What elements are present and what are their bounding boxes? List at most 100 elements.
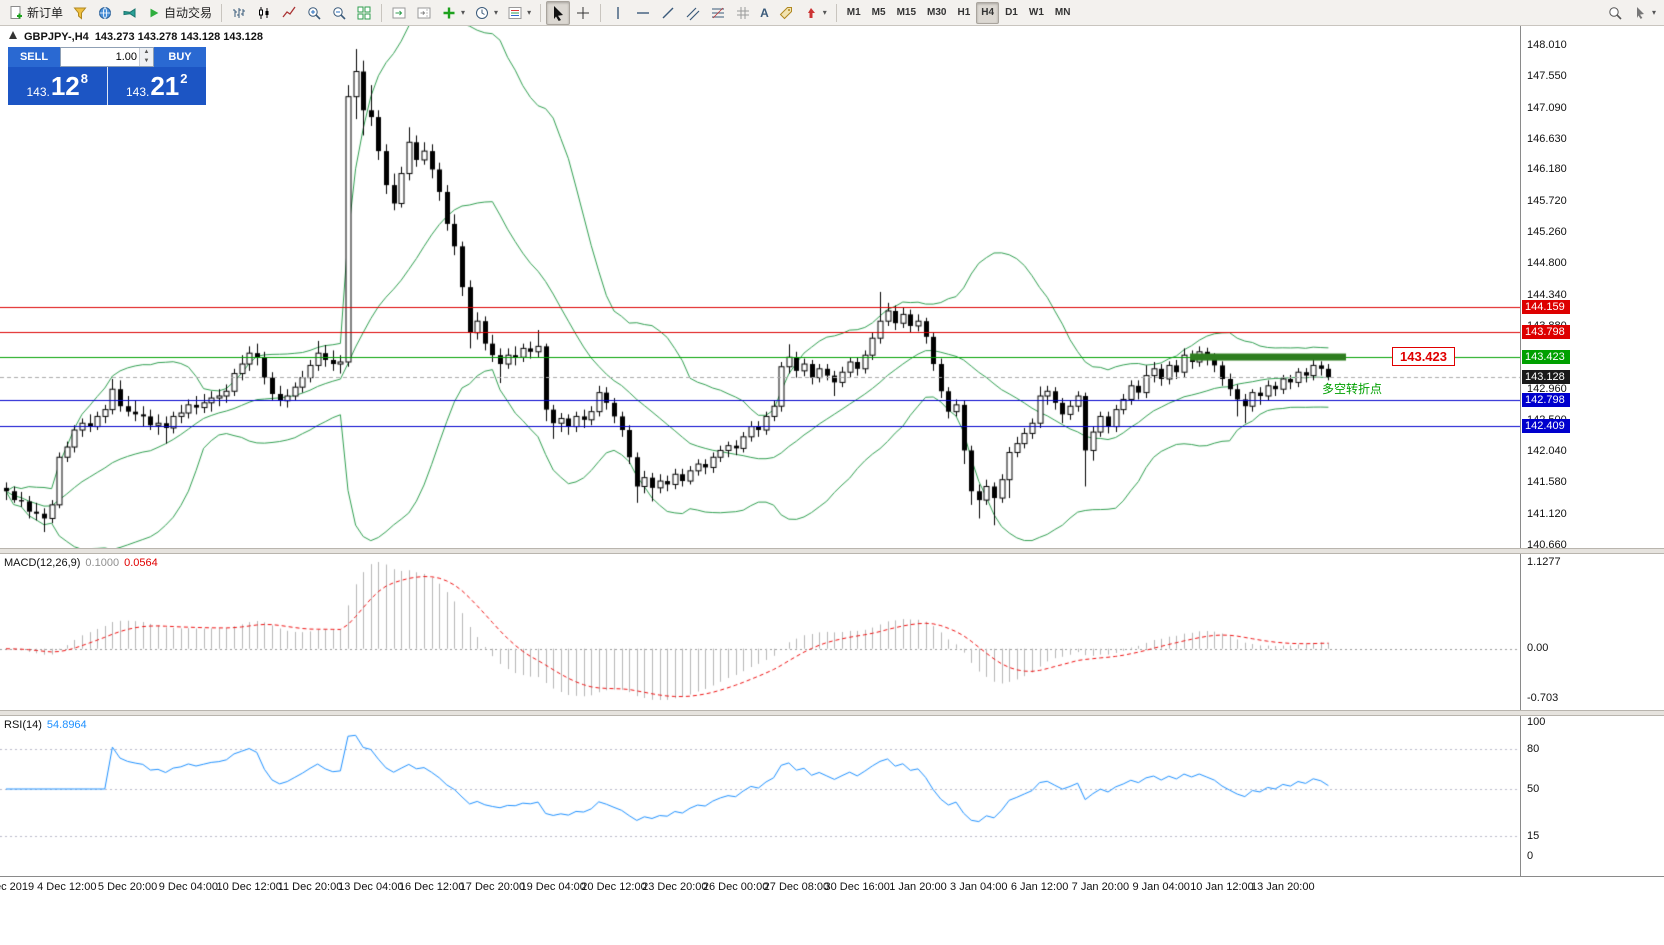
price-axis-border [1520,26,1521,876]
price-tick: 146.180 [1527,163,1567,176]
tile-windows-button[interactable] [352,1,376,25]
price-axis[interactable]: 148.010 147.550 147.090 146.630 146.180 145.7… [1521,26,1663,551]
rsi-axis[interactable]: 100 80 50 15 0 [1521,716,1663,876]
bar-chart-button[interactable] [227,1,251,25]
chart-shift-button[interactable] [412,1,436,25]
one-click-trading-widget: SELL ▲ ▼ BUY 143.128 143.212 [8,47,206,105]
timeframe-m1-button[interactable]: M1 [846,7,861,18]
periods-button[interactable]: ▾ [470,1,502,25]
grid-button[interactable] [731,1,755,25]
vertical-line-button[interactable] [606,1,630,25]
price-tick: 142.960 [1527,382,1567,395]
horizontal-line-button[interactable] [631,1,655,25]
funnel-button[interactable] [68,1,92,25]
templates-button[interactable]: ▾ [503,1,535,25]
timeframe-w1-button[interactable]: W1 [1028,7,1044,18]
turning-point-annotation[interactable]: 多空转折点 [1322,381,1383,396]
price-chart-canvas[interactable] [0,26,1520,548]
panel-divider[interactable] [0,710,1664,716]
candlestick-chart-button[interactable] [252,1,276,25]
fibonacci-button[interactable] [706,1,730,25]
timeframe-group: M1 M5 M15 M30 H1 H4 D1 W1 MN [842,1,1076,24]
arrows-button[interactable]: ▾ [799,1,831,25]
time-label: 3 Dec 2019 [0,881,35,893]
chart-pointer-button[interactable]: ▾ [1628,1,1660,25]
volume-down-button[interactable]: ▼ [140,57,153,66]
trendline-icon [660,5,676,21]
price-tag-label[interactable]: 143.423 [1392,347,1455,367]
sell-button[interactable]: SELL [8,47,60,67]
chart-header: GBPJPY-,H4 143.273 143.278 143.128 143.1… [8,30,263,43]
macd-axis[interactable]: 1.1277 0.00 -0.703 [1521,554,1663,710]
time-label: 26 Dec 00:00 [702,881,769,893]
buy-price[interactable]: 143. 21 2 [107,67,206,105]
timeframe-mn-button[interactable]: MN [1054,7,1071,18]
buy-price-prefix: 143. [125,85,150,99]
price-badge: 142.798 [1522,392,1570,407]
zoom-out-button[interactable] [327,1,351,25]
search-button[interactable] [1603,1,1627,25]
timeframe-m5-button[interactable]: M5 [871,7,886,18]
time-label: 9 Jan 04:00 [1132,881,1190,893]
timeframe-h1-button[interactable]: H1 [957,7,971,18]
toolbar-separator [600,3,602,22]
chevron-down-icon: ▾ [822,8,827,17]
chevron-down-icon: ▾ [461,8,466,17]
price-tick: 141.120 [1527,507,1567,520]
funnel-icon [72,5,88,21]
text-label-button[interactable] [774,1,798,25]
text-icon: A [760,5,769,20]
macd-panel: MACD(12,26,9) 0.1000 0.0564 1.1277 0.00 -0… [0,554,1664,710]
price-tick: 140.660 [1527,539,1567,551]
buy-button[interactable]: BUY [154,47,206,67]
toolbar: 新订单 自动交易 ▾ ▾ ▾ A ▾ M1 M5 M15 M30 H1 H4 D1 W1 MN … [0,0,1664,26]
pointer-icon [1632,5,1648,21]
chevron-down-icon: ▾ [1651,8,1656,17]
rsi-axis-label: 50 [1527,783,1540,795]
rsi-canvas[interactable] [0,716,1520,876]
line-chart-icon [281,5,297,21]
line-chart-button[interactable] [277,1,301,25]
crosshair-button[interactable] [571,1,595,25]
time-label: 9 Dec 04:00 [158,881,219,893]
rsi-label: RSI(14) [4,719,42,731]
trendline-button[interactable] [656,1,680,25]
indicators-plus-icon [441,5,457,21]
channel-button[interactable] [681,1,705,25]
price-tick: 147.090 [1527,101,1567,114]
volume-up-button[interactable]: ▲ [140,48,153,57]
timeframe-d1-button[interactable]: D1 [1005,7,1018,18]
auto-trading-button[interactable]: 自动交易 [143,1,216,25]
macd-canvas[interactable] [0,554,1520,710]
price-tick: 144.800 [1527,257,1567,270]
text-button[interactable]: A [756,1,773,25]
toolbar-separator [381,3,383,22]
timeframe-m15-button[interactable]: M15 [896,7,917,18]
time-label: 10 Jan 12:00 [1190,881,1254,893]
time-label: 19 Dec 04:00 [520,881,586,893]
timeframe-h4-button[interactable]: H4 [976,1,1000,24]
indicators-button[interactable]: ▾ [437,1,469,25]
timeframe-m30-button[interactable]: M30 [927,7,947,18]
rsi-axis-label: 0 [1527,850,1534,862]
panel-divider[interactable] [0,548,1664,554]
horizontal-line-icon [635,5,651,21]
cursor-button[interactable] [546,0,571,25]
time-label: 1 Jan 20:00 [889,881,947,893]
megaphone-button[interactable] [118,1,142,25]
time-label: 16 Dec 12:00 [398,881,465,893]
globe-button[interactable] [93,1,117,25]
price-tick: 144.340 [1527,288,1567,301]
sell-price[interactable]: 143. 12 8 [8,67,108,105]
new-order-button[interactable]: 新订单 [4,1,67,25]
bar-chart-icon [231,5,247,21]
label-icon [778,5,794,21]
volume-input[interactable] [61,48,139,66]
zoom-in-button[interactable] [302,1,326,25]
price-tick: 145.720 [1527,194,1567,207]
auto-scroll-button[interactable] [387,1,411,25]
symbol-title: GBPJPY-,H4 [24,30,89,43]
toolbar-separator [221,3,223,22]
macd-main-value: 0.1000 [85,557,120,569]
